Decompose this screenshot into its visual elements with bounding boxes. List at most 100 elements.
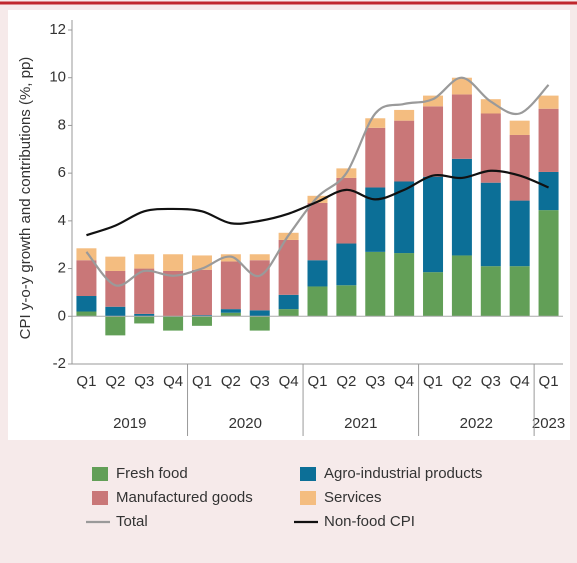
x-group-label: 2021 (344, 415, 377, 432)
legend-swatch (300, 467, 316, 481)
bar-segment (76, 296, 97, 312)
bar-segment (134, 268, 155, 314)
y-tick-label: 8 (58, 116, 66, 133)
bar-segment (336, 177, 357, 244)
x-group-label: 2020 (229, 415, 262, 432)
bar-segment (451, 255, 472, 317)
x-tick-label: Q2 (336, 373, 356, 390)
bar-segment (509, 120, 530, 135)
bar-segment (278, 309, 299, 317)
bar-segment (365, 127, 386, 188)
x-tick-label: Q3 (365, 373, 385, 390)
bar-segment (509, 200, 530, 267)
y-axis-label: CPI y-o-y growth and contributions (%, p… (17, 57, 34, 340)
bar-segment (509, 134, 530, 201)
bar-segment (191, 316, 212, 326)
bar-segment (76, 248, 97, 261)
y-tick-label: 2 (58, 260, 66, 277)
bar-segment (105, 256, 126, 271)
bar-segment (163, 254, 184, 271)
bar-segment (220, 261, 241, 310)
bar-segment (538, 171, 559, 211)
x-tick-label: Q1 (539, 373, 559, 390)
bar-segment (134, 316, 155, 324)
line-series (85, 76, 550, 287)
bar-segment (365, 187, 386, 252)
x-tick-label: Q2 (105, 373, 125, 390)
bar-segment (365, 118, 386, 128)
bar-segment (451, 94, 472, 159)
bar-segment (394, 109, 415, 121)
bar-segment (480, 266, 501, 317)
bar-segment (538, 95, 559, 109)
bar-segment (134, 254, 155, 269)
bar-segment (423, 95, 444, 107)
bar-segment (451, 77, 472, 95)
legend-label: Manufactured goods (116, 489, 253, 506)
bar-segment (423, 176, 444, 273)
bar-segment (163, 316, 184, 331)
bar-segment (76, 311, 97, 317)
bar-segment (191, 269, 212, 316)
bar-segment (76, 260, 97, 297)
x-tick-label: Q3 (134, 373, 154, 390)
x-tick-label: Q4 (510, 373, 530, 390)
bar-segment (538, 210, 559, 317)
legend-label: Non-food CPI (324, 513, 415, 530)
legend-label: Fresh food (116, 465, 188, 482)
bar-segment (307, 202, 328, 261)
x-tick-label: Q3 (250, 373, 270, 390)
bar-segment (278, 294, 299, 310)
bar-segment (220, 254, 241, 262)
bar-segment (365, 251, 386, 317)
y-tick-label: 4 (58, 212, 66, 229)
x-tick-label: Q1 (307, 373, 327, 390)
bar-segment (105, 316, 126, 336)
bar-segment (307, 260, 328, 287)
legend-swatch (300, 491, 316, 505)
bar-segment (220, 312, 241, 317)
bar-segment (451, 158, 472, 256)
x-group-label: 2023 (532, 415, 565, 432)
bar-segment (394, 181, 415, 254)
bar-segment (249, 254, 270, 261)
bar-segment (336, 285, 357, 317)
x-tick-label: Q1 (76, 373, 96, 390)
x-tick-label: Q2 (452, 373, 472, 390)
bar-segment (336, 243, 357, 286)
legend-label: Services (324, 489, 382, 506)
bar-segment (423, 272, 444, 317)
y-tick-label: 10 (49, 69, 66, 86)
bar-segment (134, 313, 155, 317)
x-tick-label: Q1 (192, 373, 212, 390)
x-tick-label: Q3 (481, 373, 501, 390)
legend-label: Total (116, 513, 148, 530)
x-tick-label: Q4 (163, 373, 183, 390)
x-tick-label: Q4 (279, 373, 299, 390)
bar-segment (249, 260, 270, 311)
x-tick-label: Q2 (221, 373, 241, 390)
line-series (86, 169, 549, 237)
bar-segment (105, 306, 126, 317)
bar-segment (480, 182, 501, 267)
bar-segment (278, 239, 299, 295)
y-tick-label: -2 (53, 355, 66, 372)
legend-label: Agro-industrial products (324, 465, 482, 482)
bar-segment (105, 270, 126, 307)
y-tick-label: 6 (58, 164, 66, 181)
bar-segment (480, 99, 501, 114)
bar-segment (307, 195, 328, 203)
x-tick-label: Q1 (423, 373, 443, 390)
bar-segment (538, 108, 559, 172)
bar-segment (394, 120, 415, 182)
bar-segment (249, 316, 270, 331)
plot-panel (8, 10, 570, 440)
y-tick-label: 12 (49, 21, 66, 38)
bar-segment (163, 270, 184, 317)
bar-segment (509, 266, 530, 317)
bar-segment (480, 113, 501, 183)
bar-segment (307, 286, 328, 317)
x-group-label: 2022 (460, 415, 493, 432)
bar-segment (394, 253, 415, 317)
